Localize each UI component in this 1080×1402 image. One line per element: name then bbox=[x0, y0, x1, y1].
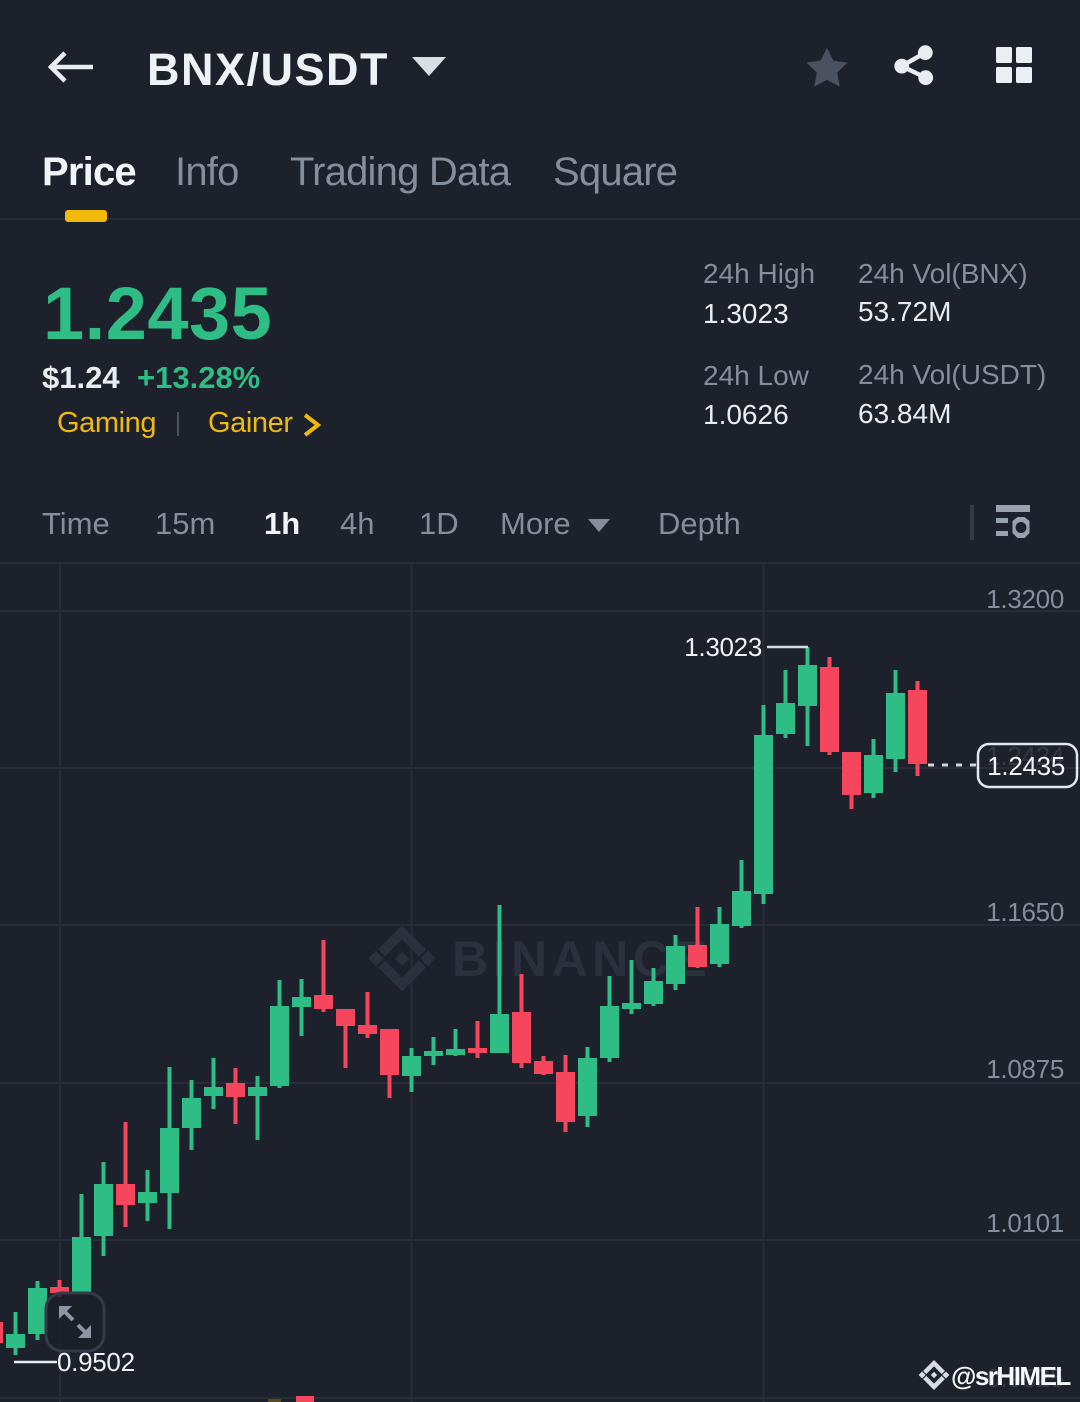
svg-text:1.0101: 1.0101 bbox=[986, 1208, 1064, 1238]
svg-text:1.3023: 1.3023 bbox=[684, 632, 762, 662]
svg-text:0.9525: 0.9525 bbox=[986, 1363, 1064, 1393]
svg-text:BINANCE: BINANCE bbox=[452, 931, 711, 987]
svg-text:1.0875: 1.0875 bbox=[986, 1054, 1064, 1084]
svg-text:@srHIMEL: @srHIMEL bbox=[951, 1361, 1071, 1391]
svg-text:1.3200: 1.3200 bbox=[986, 584, 1064, 614]
svg-text:1.1650: 1.1650 bbox=[986, 897, 1064, 927]
svg-text:1.2424: 1.2424 bbox=[986, 741, 1064, 771]
svg-text:1.2435: 1.2435 bbox=[987, 751, 1065, 781]
